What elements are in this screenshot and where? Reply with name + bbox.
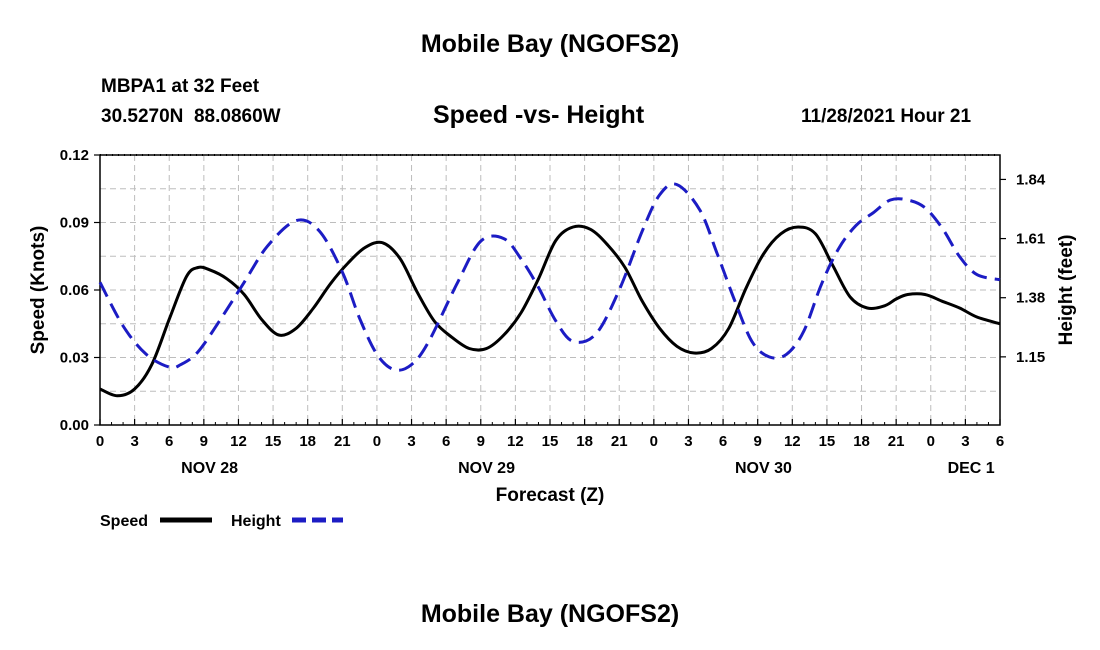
x-tick-label: 15 bbox=[819, 433, 836, 450]
series-line-speed bbox=[99, 224, 1001, 398]
x-axis-label: Forecast (Z) bbox=[496, 485, 605, 506]
x-tick-label: 9 bbox=[754, 433, 762, 450]
x-tick-label: 6 bbox=[165, 433, 173, 450]
y-left-tick-label: 0.03 bbox=[60, 350, 89, 367]
x-tick-label: 9 bbox=[200, 433, 208, 450]
y-right-tick-label: 1.38 bbox=[1016, 290, 1045, 307]
left-axis-label: Speed (Knots) bbox=[28, 226, 49, 355]
y-right-tick-label: 1.15 bbox=[1016, 349, 1045, 366]
x-tick-label: 18 bbox=[853, 433, 870, 450]
x-tick-label: 3 bbox=[407, 433, 415, 450]
x-tick-label: 3 bbox=[684, 433, 692, 450]
x-tick-label: 0 bbox=[373, 433, 381, 450]
x-day-label: NOV 28 bbox=[181, 460, 238, 477]
x-tick-label: 6 bbox=[996, 433, 1004, 450]
footer-title: Mobile Bay (NGOFS2) bbox=[420, 600, 680, 628]
x-day-label: NOV 29 bbox=[458, 460, 515, 477]
x-tick-label: 0 bbox=[927, 433, 935, 450]
series-line-height bbox=[98, 182, 1001, 372]
x-tick-label: 12 bbox=[230, 433, 247, 450]
x-tick-label: 21 bbox=[611, 433, 628, 450]
x-tick-label: 21 bbox=[334, 433, 351, 450]
x-tick-label: 9 bbox=[477, 433, 485, 450]
x-tick-label: 12 bbox=[507, 433, 524, 450]
x-tick-label: 6 bbox=[442, 433, 450, 450]
axis-ticks: 0 3 6 9 12 15 18 21 0 3 6 9 12 15 18 21 0 3 6 9 12 15 18 21 0 3 6N… bbox=[60, 147, 1046, 477]
x-tick-label: 0 bbox=[650, 433, 658, 450]
series-layer bbox=[98, 182, 1001, 398]
chart-main-title: Mobile Bay (NGOFS2) bbox=[420, 30, 680, 58]
station-coordinates: 30.5270N 88.0860W bbox=[101, 106, 281, 127]
y-left-tick-label: 0.06 bbox=[60, 282, 89, 299]
right-axis-label: Height (feet) bbox=[1056, 235, 1077, 346]
speed-height-chart: 0 3 6 9 12 15 18 21 0 3 6 9 12 15 18 21 0 3 6 9 12 15 18 21 0 3 6N… bbox=[28, 147, 1077, 530]
x-day-label: DEC 1 bbox=[948, 460, 995, 477]
y-left-tick-label: 0.09 bbox=[60, 215, 89, 232]
x-tick-label: 3 bbox=[961, 433, 969, 450]
x-tick-label: 21 bbox=[888, 433, 905, 450]
forecast-date: 11/28/2021 Hour 21 bbox=[801, 106, 972, 127]
x-tick-label: 3 bbox=[130, 433, 138, 450]
legend-height-label: Height bbox=[231, 513, 281, 530]
station-label: MBPA1 at 32 Feet bbox=[101, 76, 260, 97]
x-tick-label: 18 bbox=[299, 433, 316, 450]
legend-speed-label: Speed bbox=[100, 513, 148, 530]
x-day-label: NOV 30 bbox=[735, 460, 792, 477]
y-right-tick-label: 1.61 bbox=[1016, 231, 1045, 248]
x-tick-label: 18 bbox=[576, 433, 593, 450]
x-tick-label: 0 bbox=[96, 433, 104, 450]
chart-grid bbox=[100, 155, 1000, 425]
y-left-tick-label: 0.00 bbox=[60, 417, 89, 434]
x-tick-label: 15 bbox=[265, 433, 282, 450]
x-tick-label: 6 bbox=[719, 433, 727, 450]
x-tick-label: 15 bbox=[542, 433, 559, 450]
y-right-tick-label: 1.84 bbox=[1016, 171, 1046, 188]
chart-subtitle: Speed -vs- Height bbox=[433, 101, 645, 129]
x-tick-label: 12 bbox=[784, 433, 801, 450]
y-left-tick-label: 0.12 bbox=[60, 147, 89, 164]
